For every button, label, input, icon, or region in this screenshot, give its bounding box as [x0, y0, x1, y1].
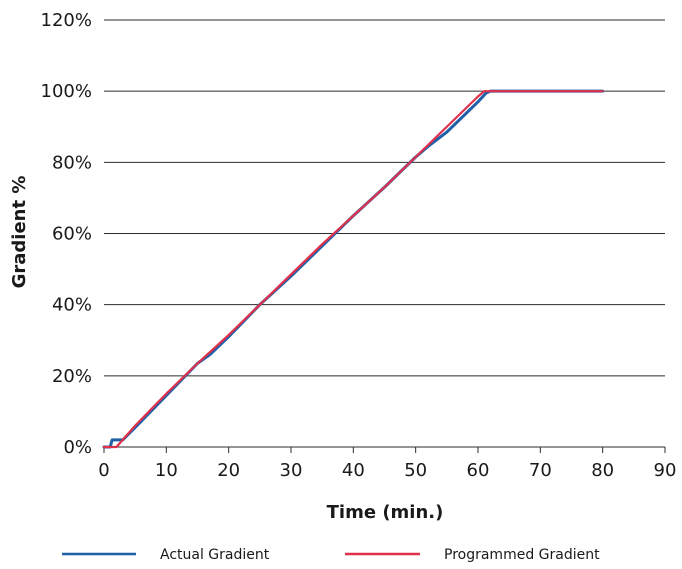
- y-tick-label: 60%: [52, 224, 92, 245]
- x-axis-title: Time (min.): [327, 502, 444, 523]
- y-tick-label: 80%: [52, 152, 92, 173]
- x-tick-label: 30: [280, 460, 303, 481]
- x-tick-label: 50: [404, 460, 427, 481]
- y-tick-label: 120%: [41, 10, 92, 31]
- x-tick-label: 0: [98, 460, 109, 481]
- axes: [103, 446, 666, 453]
- y-tick-label: 40%: [52, 295, 92, 316]
- legend-label-programmed-gradient: Programmed Gradient: [444, 547, 600, 563]
- legend: Actual Gradient Programmed Gradient: [62, 547, 600, 563]
- y-tick-label: 0%: [63, 437, 92, 458]
- x-tick-label: 80: [591, 460, 614, 481]
- grid-lines: [104, 19, 665, 377]
- series-line-programmed-gradient: [102, 90, 604, 449]
- y-tick-label: 100%: [41, 81, 92, 102]
- x-tick-label: 10: [155, 460, 178, 481]
- x-tick-label: 20: [217, 460, 240, 481]
- legend-label-actual-gradient: Actual Gradient: [160, 547, 270, 563]
- tick-labels: 0% 20% 40% 60% 80% 100% 120% 0 10 20 30 40 50 60 70 80 9…: [41, 10, 677, 481]
- y-axis-title: Gradient %: [9, 176, 30, 289]
- x-tick-label: 70: [529, 460, 552, 481]
- x-tick-label: 60: [467, 460, 490, 481]
- x-tick-label: 90: [654, 460, 677, 481]
- y-tick-label: 20%: [52, 366, 92, 387]
- x-tick-label: 40: [342, 460, 365, 481]
- series-line-actual-gradient: [102, 89, 605, 449]
- series-lines: [102, 89, 605, 449]
